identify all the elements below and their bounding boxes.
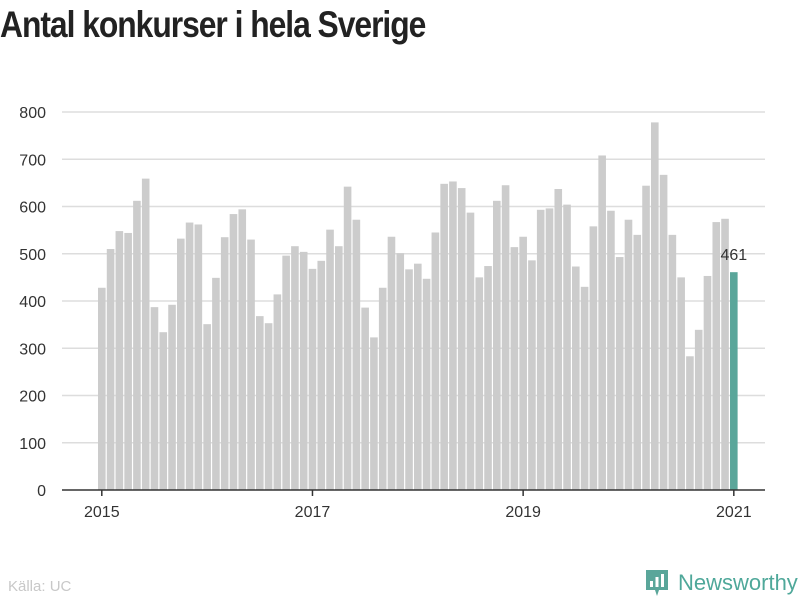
bar: [256, 316, 264, 490]
bar: [554, 189, 563, 490]
bar: [317, 260, 326, 490]
bar: [633, 234, 642, 490]
bar: [642, 185, 650, 490]
bar: [607, 210, 615, 490]
bar: [387, 236, 396, 490]
y-tick-label: 400: [19, 294, 46, 311]
bar: [686, 356, 694, 490]
bar: [422, 278, 431, 490]
bar: [466, 212, 475, 490]
bar: [563, 204, 571, 491]
bar: [352, 219, 361, 491]
bar: [335, 246, 343, 490]
brand-logo: Newsworthy: [644, 568, 798, 598]
bar: [141, 178, 150, 490]
bar: [264, 323, 273, 490]
bar: [168, 304, 176, 490]
bar: [414, 263, 422, 490]
newsworthy-logo-icon: [646, 570, 668, 596]
bar: [615, 257, 624, 490]
bar: [589, 226, 598, 490]
bar: [440, 183, 448, 490]
y-tick-label: 800: [19, 105, 46, 122]
bar: [651, 122, 659, 491]
source-label: Källa: UC: [8, 578, 72, 595]
x-tick-label: 2021: [716, 504, 752, 521]
bar: [501, 185, 510, 491]
bar: [668, 234, 677, 490]
bar: [124, 232, 132, 490]
bar: [98, 287, 106, 490]
bar: [694, 329, 703, 490]
bar: [475, 277, 484, 490]
bar: [449, 181, 457, 490]
bar: [528, 260, 536, 490]
highlight-bar: [730, 272, 738, 490]
y-tick-label: 0: [37, 483, 46, 500]
bar: [493, 200, 501, 490]
bar: [212, 277, 220, 490]
bar: [624, 219, 633, 491]
data-label: 461: [720, 247, 747, 264]
y-tick-label: 500: [19, 247, 46, 264]
y-tick-label: 200: [19, 389, 46, 406]
bar: [703, 275, 712, 490]
bar: [229, 214, 238, 490]
bar: [194, 224, 203, 490]
bar: [159, 332, 168, 490]
bar: [150, 307, 159, 490]
x-tick-label: 2015: [84, 504, 120, 521]
chart-title: Antal konkurser i hela Sverige: [0, 4, 426, 45]
bar: [203, 324, 211, 490]
bar: [247, 239, 255, 490]
bar: [484, 266, 492, 490]
bar: [308, 268, 317, 490]
bar: [291, 246, 299, 490]
y-tick-label: 600: [19, 200, 46, 217]
bar: [106, 249, 115, 490]
bar: [457, 188, 466, 490]
bar: [361, 307, 369, 490]
bar: [545, 208, 554, 490]
y-tick-label: 700: [19, 152, 46, 169]
bar: [378, 287, 387, 490]
x-tick-label: 2019: [505, 504, 541, 521]
bar: [185, 222, 194, 490]
bar: [133, 200, 141, 490]
bar: [659, 174, 668, 490]
bar: [519, 236, 527, 490]
bar: [326, 229, 334, 490]
bar: [536, 209, 545, 490]
bar: [343, 186, 352, 490]
bar: [238, 209, 247, 490]
bar: [431, 232, 440, 491]
bar: [115, 231, 124, 490]
bar: [282, 255, 290, 490]
y-tick-label: 300: [19, 341, 46, 358]
bar: [396, 253, 405, 490]
bar: [273, 294, 282, 490]
bar: [712, 222, 721, 490]
bar: [721, 218, 729, 490]
bar: [370, 337, 378, 490]
bar: [299, 251, 308, 490]
y-tick-label: 100: [19, 436, 46, 453]
bar: [177, 238, 185, 490]
bar: [580, 286, 589, 490]
bar: [510, 247, 519, 490]
bar: [598, 155, 606, 490]
brand-name: Newsworthy: [678, 570, 798, 595]
bar: [405, 269, 413, 490]
bar: [677, 277, 685, 490]
bar: [220, 237, 229, 490]
x-tick-label: 2017: [295, 504, 331, 521]
bar: [572, 266, 580, 490]
